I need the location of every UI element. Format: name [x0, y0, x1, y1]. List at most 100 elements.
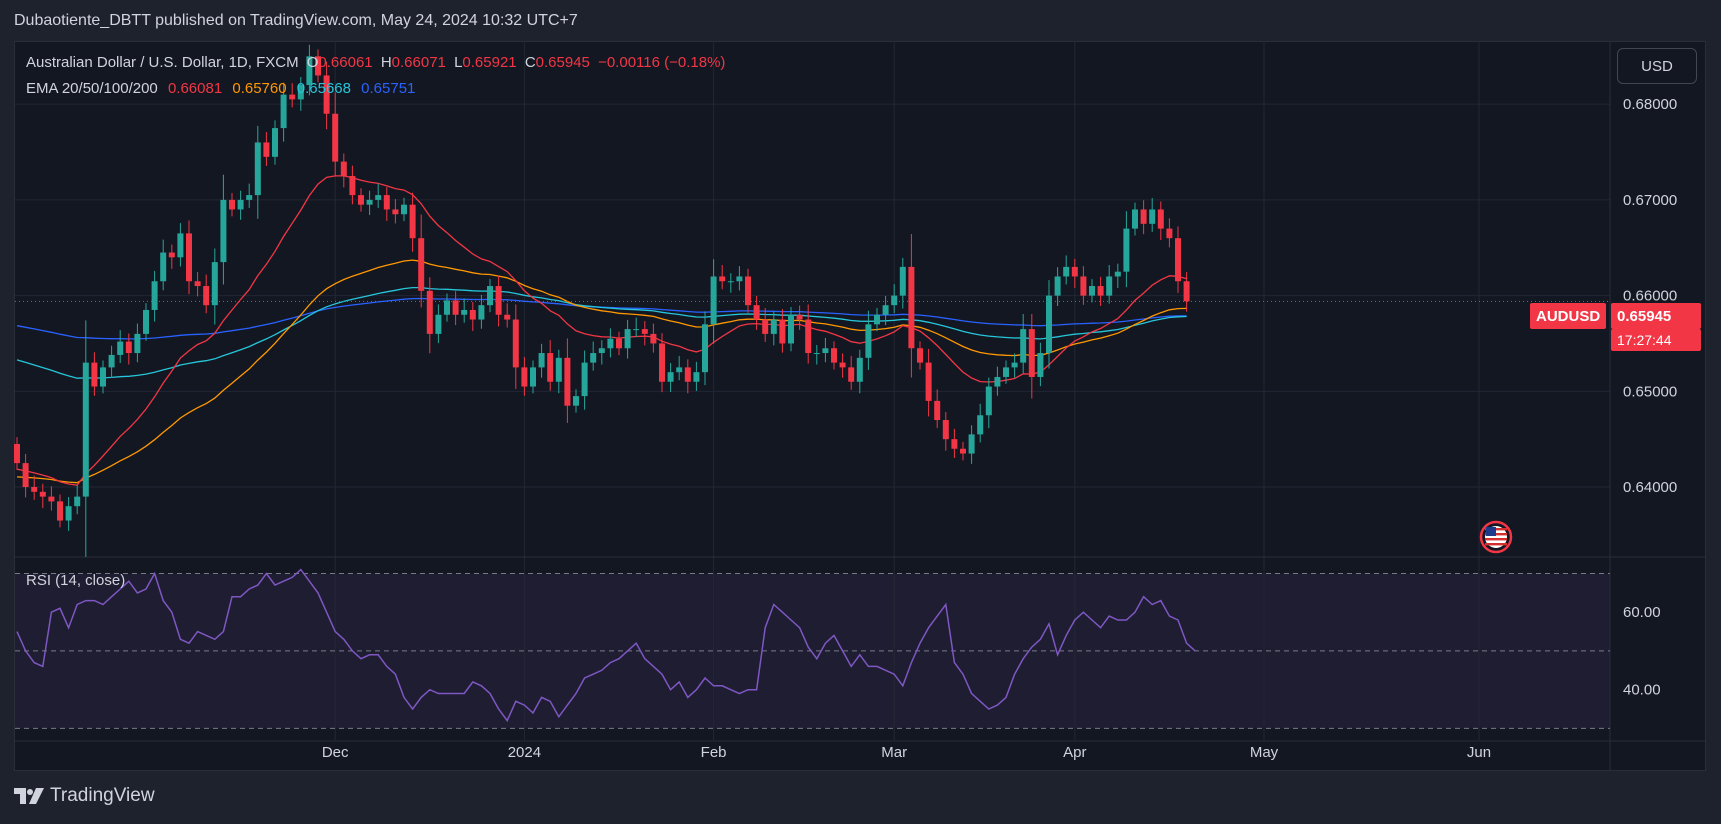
candle[interactable] [478, 305, 485, 320]
candle[interactable] [306, 56, 313, 86]
candle[interactable] [22, 463, 29, 488]
candle[interactable] [719, 276, 726, 282]
candle[interactable] [659, 343, 665, 382]
candle[interactable] [693, 372, 700, 382]
candle[interactable] [633, 329, 640, 331]
candle[interactable] [985, 386, 992, 416]
candle[interactable] [977, 415, 984, 435]
candle[interactable] [1089, 286, 1095, 296]
candle[interactable] [960, 448, 966, 454]
candle[interactable] [177, 233, 184, 258]
candle[interactable] [925, 362, 932, 401]
candle[interactable] [340, 161, 347, 176]
candle[interactable] [530, 367, 536, 387]
candle[interactable] [246, 195, 253, 200]
candle[interactable] [848, 367, 855, 382]
candle[interactable] [882, 305, 889, 315]
candle[interactable] [1183, 281, 1190, 302]
candle[interactable] [366, 199, 373, 205]
candle[interactable] [1106, 276, 1113, 296]
candle[interactable] [323, 75, 330, 114]
candle[interactable] [452, 300, 459, 315]
candle[interactable] [624, 329, 631, 349]
candle[interactable] [280, 94, 287, 129]
candle[interactable] [134, 333, 141, 354]
candle[interactable] [263, 142, 270, 157]
candle[interactable] [1123, 228, 1130, 272]
candle[interactable] [736, 276, 743, 282]
candle[interactable] [702, 324, 708, 373]
candle[interactable] [315, 56, 321, 76]
candle[interactable] [856, 357, 863, 382]
candle[interactable] [74, 496, 81, 507]
tradingview-logo[interactable]: TradingView [14, 785, 155, 807]
candle[interactable] [874, 314, 880, 325]
candle[interactable] [590, 353, 597, 363]
candle[interactable] [770, 319, 777, 334]
candle[interactable] [641, 329, 648, 334]
candle[interactable] [211, 262, 218, 306]
candle[interactable] [358, 195, 364, 205]
candle[interactable] [555, 357, 562, 382]
candle[interactable] [684, 367, 691, 382]
symbol-title[interactable]: Australian Dollar / U.S. Dollar, 1D, FXC… [26, 54, 299, 71]
candle[interactable] [839, 362, 846, 368]
candle[interactable] [650, 333, 657, 344]
candle[interactable] [220, 199, 227, 263]
candle[interactable] [186, 233, 192, 282]
candle[interactable] [796, 314, 803, 320]
candle[interactable] [272, 128, 278, 157]
candle[interactable] [39, 491, 46, 497]
candle[interactable] [254, 142, 261, 196]
candle[interactable] [598, 348, 605, 354]
candle[interactable] [934, 400, 941, 421]
candle[interactable] [237, 199, 244, 210]
candle[interactable] [762, 319, 769, 334]
candle[interactable] [125, 341, 132, 354]
candle[interactable] [1175, 238, 1181, 282]
candle[interactable] [444, 300, 450, 315]
candle[interactable] [1028, 329, 1035, 377]
candle[interactable] [573, 396, 579, 406]
candle[interactable] [521, 367, 528, 387]
candle[interactable] [14, 443, 20, 464]
candle[interactable] [1037, 353, 1044, 377]
candle[interactable] [469, 309, 476, 320]
candle[interactable] [65, 506, 72, 521]
candle[interactable] [1114, 271, 1121, 277]
candle[interactable] [1097, 286, 1104, 296]
candle[interactable] [57, 501, 63, 521]
candle[interactable] [581, 362, 588, 397]
candle[interactable] [908, 266, 915, 349]
candle[interactable] [383, 195, 390, 210]
candle[interactable] [822, 348, 829, 354]
candle[interactable] [968, 434, 975, 454]
candle[interactable] [117, 341, 124, 355]
candle[interactable] [1080, 276, 1087, 296]
candle[interactable] [194, 281, 201, 287]
candle[interactable] [1140, 209, 1147, 224]
candle[interactable] [676, 367, 683, 373]
candle[interactable] [951, 439, 958, 449]
candle[interactable] [547, 353, 554, 382]
candle[interactable] [461, 309, 468, 315]
candle[interactable] [667, 372, 674, 382]
candle[interactable] [1149, 209, 1156, 224]
candle[interactable] [82, 362, 89, 497]
candle[interactable] [607, 338, 614, 349]
candle[interactable] [1157, 209, 1164, 229]
rsi-legend[interactable]: RSI (14, close) [26, 572, 126, 589]
candle[interactable] [538, 353, 545, 368]
candle[interactable] [495, 286, 502, 315]
candle[interactable] [512, 319, 519, 368]
candle[interactable] [779, 319, 786, 344]
candle[interactable] [91, 362, 98, 387]
candle[interactable] [401, 204, 407, 215]
candle[interactable] [1011, 362, 1018, 368]
candle[interactable] [435, 314, 442, 334]
candle[interactable] [418, 238, 425, 291]
candle[interactable] [1046, 295, 1052, 354]
candle[interactable] [564, 357, 571, 406]
candle[interactable] [375, 195, 382, 200]
